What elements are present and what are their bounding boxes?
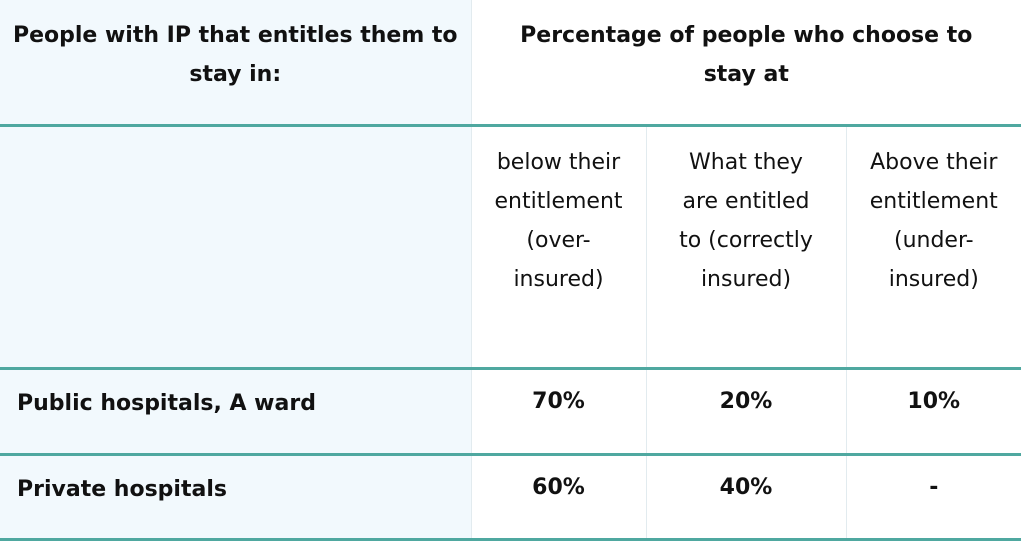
table-row: Public hospitals, A ward 70% 20% 10% <box>0 368 1022 456</box>
header-percentage: Percentage of people who choose to stay … <box>471 0 1022 127</box>
subheader-cell: What they are entitled to (correctly ins… <box>645 125 846 370</box>
subheader-above: Above their entitlement (under-insured) <box>869 149 998 292</box>
row-label: Public hospitals, A ward <box>0 368 472 456</box>
subheader-row: below their entitlement (over-insured) W… <box>0 125 1022 370</box>
row-label: Private hospitals <box>0 454 472 541</box>
row-value: 20% <box>645 368 846 456</box>
row-value: 10% <box>845 368 1022 456</box>
table-row: Private hospitals 60% 40% - <box>0 454 1022 541</box>
row-value: 70% <box>470 368 646 456</box>
row-value: 60% <box>470 454 646 541</box>
header-entitlement: People with IP that entitles them to sta… <box>0 0 472 127</box>
subheader-cell: below their entitlement (over-insured) <box>470 125 646 370</box>
header-row: People with IP that entitles them to sta… <box>0 0 1022 127</box>
subheader-cell: Above their entitlement (under-insured) <box>845 125 1022 370</box>
row-value: - <box>845 454 1022 541</box>
subheader-entitled: What they are entitled to (correctly ins… <box>679 149 813 292</box>
subheader-empty-cell <box>0 125 472 370</box>
subheader-below: below their entitlement (over-insured) <box>494 149 623 292</box>
row-value: 40% <box>645 454 846 541</box>
